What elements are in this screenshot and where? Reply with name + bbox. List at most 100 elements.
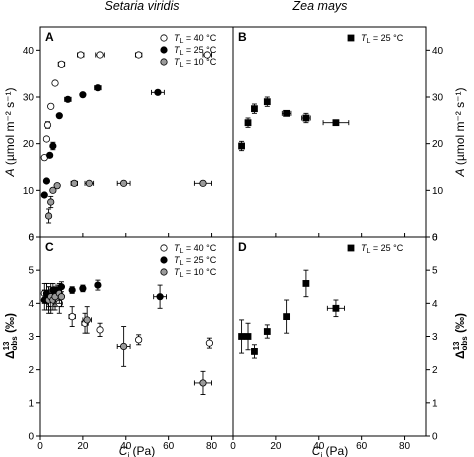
data-point xyxy=(55,112,63,120)
x-tick-label: 60 xyxy=(356,441,368,452)
legend-label: TL = 40 °C xyxy=(174,33,217,45)
data-point xyxy=(44,212,53,220)
y-axis-label-assimilation: A (µmol m⁻² s⁻¹) xyxy=(453,88,467,178)
x-tick-label: 40 xyxy=(313,441,325,452)
panel-letter: C xyxy=(45,240,54,254)
x-tick-label: 80 xyxy=(399,441,411,452)
legend-label: TL = 40 °C xyxy=(174,243,217,255)
data-point xyxy=(251,348,258,355)
y-axis-label-discrimination: Δ13obs (‰) xyxy=(2,313,19,359)
data-point xyxy=(40,191,48,199)
series xyxy=(238,96,350,152)
series xyxy=(40,282,214,349)
legend-marker xyxy=(160,256,168,264)
y-tick-label: 30 xyxy=(23,93,35,104)
data-point xyxy=(302,280,310,287)
legend-marker xyxy=(160,58,168,66)
data-point xyxy=(57,293,66,301)
x-tick-label: 20 xyxy=(270,441,282,452)
data-point xyxy=(244,119,252,127)
title-zea: Zea mays xyxy=(292,0,348,13)
data-point xyxy=(47,102,55,110)
y-tick-label: 1 xyxy=(432,398,438,409)
data-point xyxy=(283,313,291,321)
data-point xyxy=(332,119,340,127)
axis-labels: A (µmol m⁻² s⁻¹) A (µmol m⁻² s⁻¹) Δ13obs (… xyxy=(2,88,469,457)
legend-marker xyxy=(347,244,355,252)
series xyxy=(238,269,345,359)
data-point xyxy=(283,109,291,117)
data-point xyxy=(199,379,207,387)
legend-label: TL = 25 °C xyxy=(361,33,404,45)
legend-marker xyxy=(160,244,168,252)
legend-label: TL = 25 °C xyxy=(174,255,217,267)
x-tick-label: 20 xyxy=(77,441,89,452)
y-tick-label: 5 xyxy=(28,266,34,277)
y-tick-label: 5 xyxy=(432,266,438,277)
data-point xyxy=(203,51,211,59)
data-point xyxy=(96,326,104,334)
y-axis-label-assimilation: A (µmol m⁻² s⁻¹) xyxy=(3,88,17,178)
data-point xyxy=(251,105,258,113)
y-tick-label: 40 xyxy=(23,46,35,57)
y-tick-label: 20 xyxy=(432,139,444,150)
y-tick-label: 2 xyxy=(28,365,34,376)
data-point xyxy=(83,316,91,324)
y-tick-label: 4 xyxy=(432,299,438,310)
panel-frame xyxy=(232,26,427,238)
title-setaria: Setaria viridis xyxy=(104,0,179,13)
panel-frame xyxy=(232,236,427,437)
data-point xyxy=(156,293,164,301)
data-point xyxy=(238,333,245,340)
data-point xyxy=(42,135,51,143)
legend-label: TL = 10 °C xyxy=(174,267,217,279)
legend-marker xyxy=(347,34,355,42)
legend-marker xyxy=(160,34,168,42)
x-axis-label: Ci (Pa) xyxy=(119,444,155,457)
y-tick-label: 10 xyxy=(432,186,444,197)
data-point xyxy=(85,179,93,187)
y-tick-label: 0 xyxy=(432,432,438,443)
y-tick-label: 6 xyxy=(28,233,34,244)
x-tick-label: 80 xyxy=(206,441,218,452)
data-point xyxy=(47,198,55,206)
data-point xyxy=(244,333,252,340)
data-point xyxy=(77,51,85,59)
data-point xyxy=(64,95,72,103)
data-point xyxy=(120,179,128,187)
data-point xyxy=(68,312,76,321)
data-point xyxy=(96,51,104,59)
data-point xyxy=(70,179,78,187)
series xyxy=(44,282,213,395)
x-axis-label: Ci (Pa) xyxy=(312,444,348,457)
series xyxy=(40,51,213,162)
panel-b: 0 10 20 30 40 B TL = 25 °C xyxy=(232,26,444,244)
data-point xyxy=(57,60,66,68)
data-point xyxy=(49,142,57,150)
data-point xyxy=(68,286,76,294)
data-point xyxy=(135,51,143,59)
panel-letter: A xyxy=(45,30,54,44)
data-point xyxy=(51,79,59,87)
y-tick-label: 10 xyxy=(23,186,35,197)
y-tick-label: 3 xyxy=(28,332,34,343)
x-tick-label: 0 xyxy=(230,441,236,452)
data-point xyxy=(120,342,128,351)
x-tick-label: 40 xyxy=(120,441,132,452)
data-point xyxy=(53,182,61,190)
y-tick-label: 0 xyxy=(28,432,34,443)
data-point xyxy=(263,98,271,106)
data-point xyxy=(94,84,102,92)
y-axis-label-discrimination: Δ13obs (‰) xyxy=(452,313,469,359)
data-point xyxy=(238,142,245,150)
y-tick-label: 1 xyxy=(28,398,34,409)
data-point xyxy=(263,328,271,335)
y-tick-label: 6 xyxy=(432,233,438,244)
data-point xyxy=(199,179,207,187)
data-point xyxy=(332,304,340,312)
y-tick-label: 2 xyxy=(432,365,438,376)
data-point xyxy=(205,339,214,347)
